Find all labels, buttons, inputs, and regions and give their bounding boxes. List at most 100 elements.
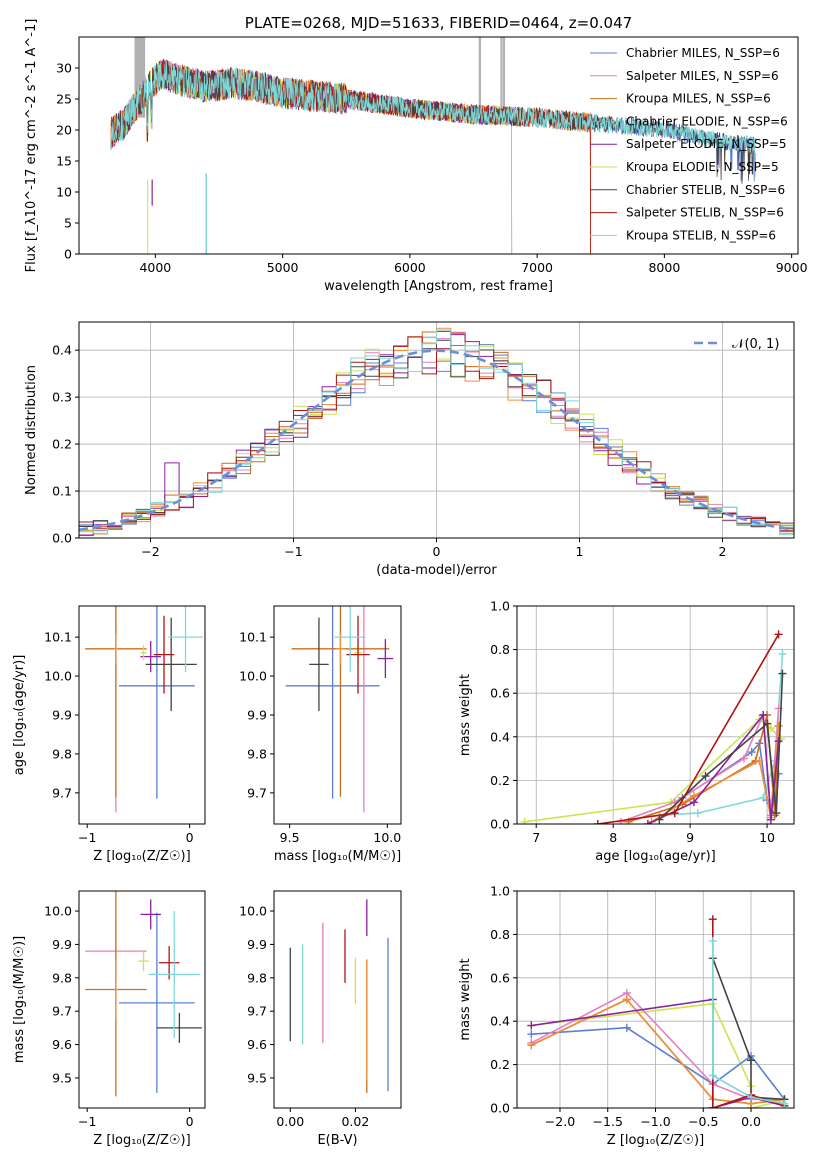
x-tick-label: 9.5 (280, 830, 300, 845)
y-axis-label: mass weight (458, 674, 473, 756)
plus-marker (693, 809, 702, 818)
y-tick-label: 9.6 (52, 1037, 72, 1052)
error-bar-chabrier-stelib (145, 617, 197, 712)
y-tick-label: 9.9 (247, 937, 267, 952)
x-tick-label: 5000 (267, 260, 299, 275)
plus-marker (670, 809, 679, 818)
axes-frame (273, 890, 402, 1109)
panel-5: −1 0 9.5 9.6 9.7 9.8 9.9 10.0 Z [log₁₀(Z/Z☉)] mas… (12, 890, 206, 1148)
plus-marker (622, 995, 631, 1004)
y-tick-label: 9.8 (52, 970, 72, 985)
panel-0: 4000 5000 6000 7000 8000 9000 0 5 10 15 20 25 30 wave… (24, 14, 808, 294)
y-tick-label: 20 (56, 123, 72, 138)
y-tick-label: 0.2 (490, 1057, 510, 1072)
plus-marker (593, 820, 602, 824)
y-tick-label: 1.0 (490, 884, 510, 899)
axes-frame (516, 605, 795, 825)
chart-title: PLATE=0268, MJD=51633, FIBERID=0464, z=0… (245, 14, 632, 32)
y-tick-label: 10.0 (44, 669, 72, 684)
error-bar-chabrier-stelib (309, 617, 329, 712)
x-tick-label: 10.0 (373, 830, 401, 845)
x-tick-label: 8000 (648, 260, 680, 275)
weight-line-chabrier-elodie (530, 998, 785, 1105)
y-tick-label: 0.0 (52, 531, 72, 546)
y-tick-label: 9.7 (52, 1004, 72, 1019)
y-tick-label: 10.0 (239, 669, 267, 684)
plus-marker (701, 772, 710, 781)
y-tick-label: 9.9 (247, 708, 267, 723)
legend-entry: Chabrier MILES, N_SSP=6 (626, 46, 780, 60)
x-axis-label: E(B-V) (317, 1133, 357, 1148)
plus-marker (747, 748, 756, 757)
y-tick-label: 0.1 (52, 484, 72, 499)
error-bar-salpeter-stelib (153, 615, 175, 694)
error-bar-kroupa-elodie (138, 951, 149, 972)
x-tick-label: 6000 (394, 260, 426, 275)
plus-marker (755, 756, 764, 765)
x-tick-label: −2 (141, 544, 159, 559)
y-tick-label: 0.0 (490, 1101, 510, 1116)
x-axis-label: age [log₁₀(age/yr)] (595, 849, 716, 864)
y-tick-label: 9.8 (52, 746, 72, 761)
x-tick-label: 0.00 (276, 1114, 304, 1129)
y-tick-label: 9.5 (52, 1070, 72, 1085)
x-tick-label: −1 (284, 544, 302, 559)
plus-marker (759, 711, 768, 719)
legend-entry: Chabrier ELODIE, N_SSP=6 (626, 114, 788, 128)
panel-2: −1 0 9.7 9.8 9.9 10.0 10.1 Z [log₁₀(Z/Z☉)] age [… (12, 605, 206, 864)
x-tick-label: 1 (576, 544, 584, 559)
x-tick-label: 0.0 (741, 1114, 761, 1129)
y-axis-label: Flux [f_λ10^-17 erg cm^-2 s^-1 A^-1] (24, 19, 39, 273)
y-tick-label: 0.4 (490, 1014, 510, 1029)
legend-entry: Chabrier STELIB, N_SSP=6 (626, 183, 785, 197)
weight-line-chabrier-miles (531, 1026, 786, 1100)
weight-line-kroupa-miles (530, 998, 785, 1105)
x-tick-label: −2.0 (545, 1114, 575, 1129)
plus-marker (708, 1104, 717, 1108)
error-bar-chabrier-miles (285, 606, 380, 799)
plus-marker (747, 1056, 756, 1065)
x-tick-label: 8 (609, 830, 617, 845)
x-tick-label: 9000 (776, 260, 808, 275)
weight-line-chabrier-stelib (712, 958, 785, 1101)
y-tick-label: 10.1 (44, 630, 72, 645)
weight-line-salpeter-elodie (531, 998, 785, 1108)
error-bar-chabrier-elodie (113, 959, 118, 1020)
spectrum-line-kroupa-stelib (110, 60, 757, 178)
x-tick-label: 9 (686, 830, 694, 845)
plot-area (85, 891, 202, 1097)
plus-marker (780, 1099, 789, 1108)
y-tick-label: 0 (64, 247, 72, 262)
y-tick-label: 9.6 (247, 1037, 267, 1052)
x-tick-label: −1 (78, 1114, 96, 1129)
panel-1: −2 −1 0 1 2 0.0 0.1 0.2 0.3 0.4 (data-model)/error… (24, 321, 795, 578)
panel-6: 0.00 0.02 9.5 9.6 9.7 9.8 9.9 10.0 E(B-V) (239, 890, 402, 1148)
x-tick-label: 2 (719, 544, 727, 559)
error-bar-chabrier-miles (118, 606, 195, 799)
error-bar-chabrier-stelib (156, 1012, 202, 1043)
x-tick-label: 7000 (521, 260, 553, 275)
y-tick-label: 0.0 (490, 817, 510, 832)
plus-marker (772, 809, 781, 818)
plus-marker (708, 936, 717, 945)
y-tick-label: 10 (56, 185, 72, 200)
y-tick-label: 9.8 (247, 970, 267, 985)
legend-entry: Salpeter ELODIE, N_SSP=5 (626, 137, 787, 151)
x-axis-label: Z [log₁₀(Z/Z☉)] (93, 849, 190, 864)
legend-entry: Salpeter STELIB, N_SSP=6 (626, 206, 784, 220)
y-tick-label: 0.8 (490, 927, 510, 942)
plus-marker (763, 719, 772, 728)
y-tick-label: 15 (56, 154, 72, 169)
x-tick-label: 0.02 (341, 1114, 369, 1129)
x-tick-label: 10 (759, 830, 775, 845)
normal-curve (79, 349, 794, 532)
legend: Chabrier MILES, N_SSP=6 Salpeter MILES, N… (590, 46, 788, 242)
x-tick-label: 0 (433, 544, 441, 559)
x-tick-label: −1 (78, 830, 96, 845)
panel-7: −2.0 −1.5 −1.0 −0.5 0.0 0.0 0.2 0.4 0.6 0.8 1.0 Z [… (458, 884, 795, 1148)
y-tick-label: 9.7 (247, 1004, 267, 1019)
plus-marker (622, 1023, 631, 1032)
axes-frame (78, 890, 206, 1109)
